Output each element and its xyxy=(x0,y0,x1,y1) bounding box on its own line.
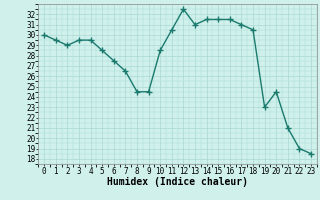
X-axis label: Humidex (Indice chaleur): Humidex (Indice chaleur) xyxy=(107,177,248,187)
